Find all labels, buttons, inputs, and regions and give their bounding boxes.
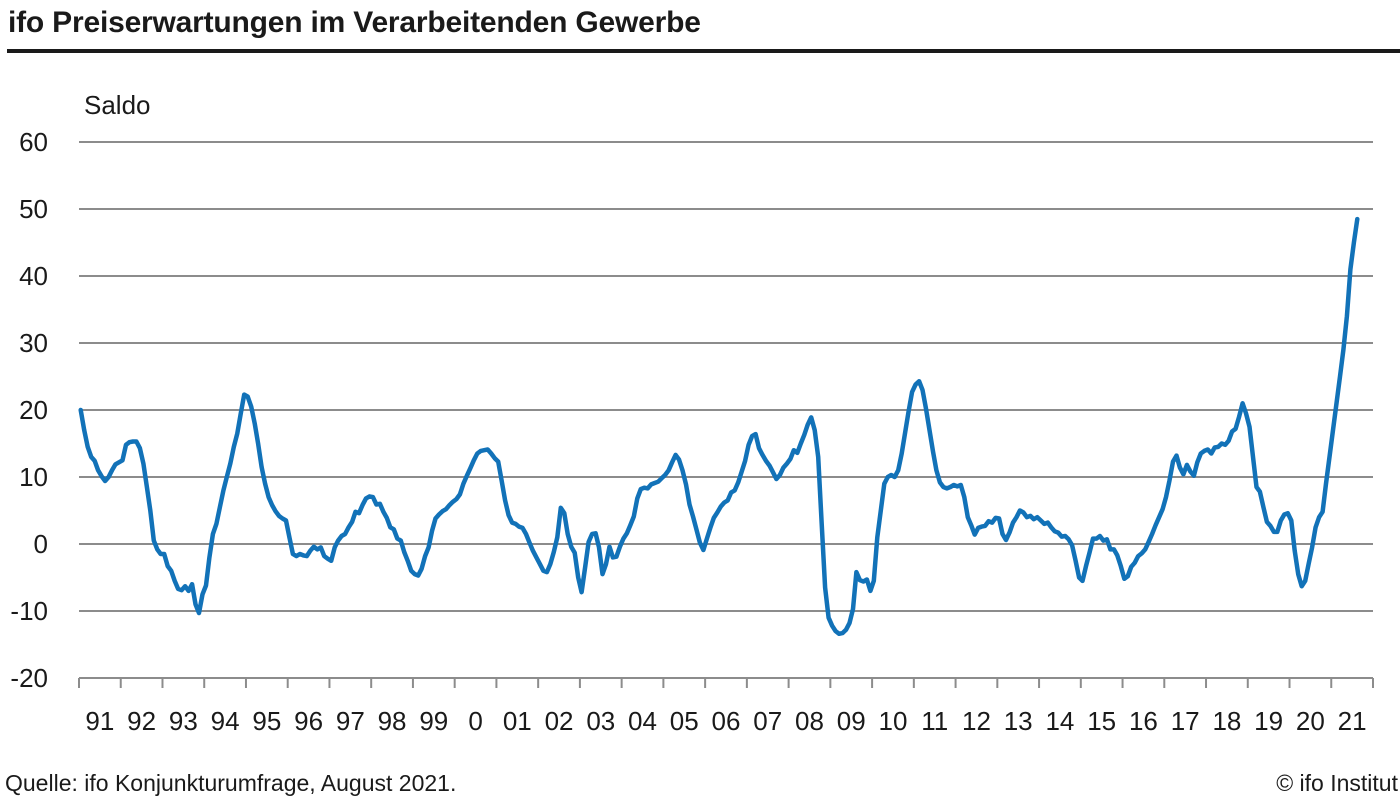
x-axis-label: 08 (795, 706, 824, 736)
x-axis-label: 02 (545, 706, 574, 736)
x-axis-label: 04 (628, 706, 657, 736)
x-axis-label: 94 (211, 706, 240, 736)
x-axis-label: 18 (1212, 706, 1241, 736)
y-axis-label: -10 (10, 596, 48, 626)
x-axis-label: 97 (336, 706, 365, 736)
x-axis-label: 10 (879, 706, 908, 736)
x-axis-label: 21 (1338, 706, 1367, 736)
x-axis-label: 05 (670, 706, 699, 736)
x-axis-label: 17 (1171, 706, 1200, 736)
x-axis-label: 96 (294, 706, 323, 736)
title-underline-rule (7, 49, 1400, 53)
x-axis-label: 92 (127, 706, 156, 736)
x-axis-label: 93 (169, 706, 198, 736)
x-axis-label: 98 (378, 706, 407, 736)
y-axis-label: 20 (19, 395, 48, 425)
x-axis-label: 12 (962, 706, 991, 736)
x-axis-label: 20 (1296, 706, 1325, 736)
x-axis-label: 13 (1004, 706, 1033, 736)
y-axis-label: 40 (19, 261, 48, 291)
source-note: Quelle: ifo Konjunkturumfrage, August 20… (5, 770, 457, 796)
x-axis-label: 91 (85, 706, 114, 736)
x-axis-label: 15 (1087, 706, 1116, 736)
x-axis-label: 09 (837, 706, 866, 736)
x-axis-label: 11 (921, 706, 948, 736)
y-axis-unit-label: Saldo (84, 90, 151, 120)
x-axis-label: 0 (468, 706, 482, 736)
x-axis-label: 14 (1045, 706, 1074, 736)
y-axis-label: 30 (19, 328, 48, 358)
y-axis-label: 50 (19, 194, 48, 224)
x-axis-label: 95 (252, 706, 281, 736)
x-axis-label: 01 (503, 706, 532, 736)
y-axis-label: 0 (34, 529, 48, 559)
y-axis-label: 10 (19, 462, 48, 492)
y-axis-label: -20 (10, 663, 48, 693)
x-axis-label: 07 (753, 706, 782, 736)
copyright-note: © ifo Institut (1276, 770, 1398, 796)
price-expectations-line (78, 216, 1360, 637)
x-axis-label: 06 (712, 706, 741, 736)
y-axis-label: 60 (19, 127, 48, 157)
x-axis-label: 16 (1129, 706, 1158, 736)
x-axis-label: 99 (419, 706, 448, 736)
x-axis-label: 19 (1254, 706, 1283, 736)
chart-title: ifo Preiserwartungen im Verarbeitenden G… (8, 6, 701, 39)
x-axis-label: 03 (586, 706, 615, 736)
